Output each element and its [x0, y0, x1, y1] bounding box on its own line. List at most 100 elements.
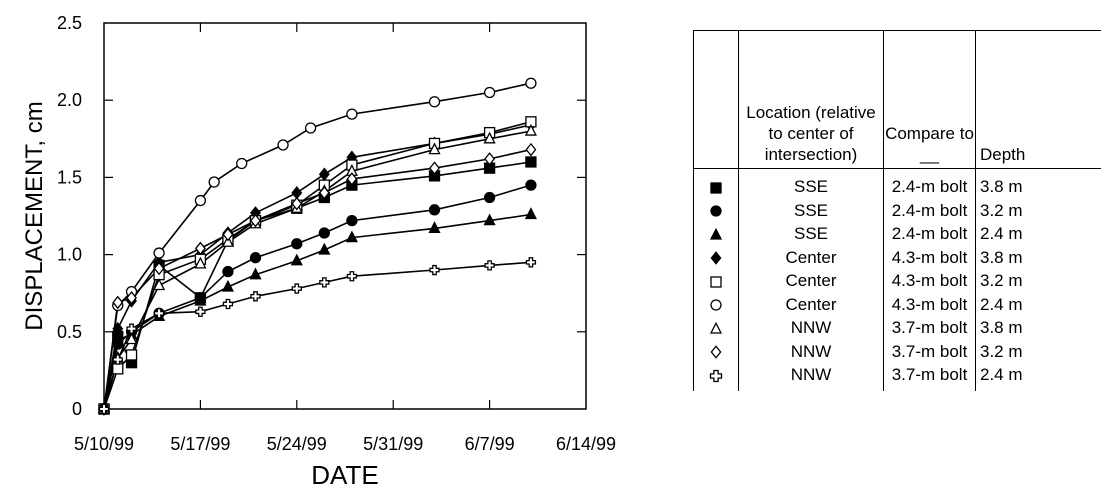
y-tick-label: 2.5 — [57, 13, 82, 33]
y-tick-label: 2.0 — [57, 90, 82, 110]
legend-location: Center — [738, 245, 884, 269]
legend-row: NNW 3.7-m bolt 2.4 m — [693, 363, 1101, 391]
x-tick-label: 5/24/99 — [267, 434, 327, 454]
legend-depth: 3.2 m — [975, 198, 1101, 222]
data-point — [710, 251, 722, 266]
y-tick-label: 1.5 — [57, 167, 82, 187]
legend-compare: 4.3-m bolt — [883, 269, 976, 293]
data-point — [112, 295, 124, 310]
data-point — [524, 207, 537, 220]
legend-symbol — [693, 168, 739, 199]
legend-header-symbol — [693, 30, 739, 169]
legend-depth: 2.4 m — [975, 363, 1101, 391]
plot-frame — [103, 22, 587, 410]
legend-symbol — [693, 292, 739, 316]
x-tick-label: 5/10/99 — [74, 434, 134, 454]
legend-marker-icon — [710, 251, 722, 266]
legend-location: SSE — [738, 198, 884, 222]
legend-row: NNW 3.7-m bolt 3.2 m — [693, 339, 1101, 363]
data-point — [429, 264, 440, 276]
x-tick-label: 5/17/99 — [170, 434, 230, 454]
legend-table: Location (relative to center of intersec… — [693, 30, 1101, 391]
legend-marker-icon — [710, 182, 722, 194]
legend-symbol — [693, 269, 739, 293]
data-point — [710, 276, 722, 288]
series-line — [103, 161, 532, 410]
data-point — [346, 172, 358, 186]
legend-marker-icon — [710, 205, 722, 217]
legend-symbol — [693, 363, 739, 391]
legend-symbol — [693, 316, 739, 340]
legend-location: NNW — [738, 339, 884, 363]
legend-symbol — [693, 339, 739, 363]
data-point — [112, 363, 124, 375]
data-point — [346, 214, 358, 227]
legend-depth: 3.2 m — [975, 269, 1101, 293]
legend-location: SSE — [738, 222, 884, 246]
legend-compare: 4.3-m bolt — [883, 245, 976, 269]
data-point — [112, 354, 123, 365]
data-point — [428, 142, 441, 155]
x-axis-label: DATE — [311, 460, 378, 490]
data-point — [304, 122, 317, 134]
legend-marker-icon — [710, 276, 722, 288]
x-tick-labels: 5/10/99 5/17/99 5/24/99 5/31/99 6/7/99 6/14/9… — [74, 434, 616, 454]
legend-compare: 3.7-m bolt — [883, 363, 976, 391]
data-point — [291, 238, 303, 250]
data-point — [484, 152, 496, 166]
legend-location: Center — [738, 269, 884, 293]
data-point — [125, 332, 138, 345]
legend-row: SSE 2.4-m bolt 3.8 m — [693, 168, 1101, 199]
series-line — [103, 121, 532, 410]
legend-location: NNW — [738, 363, 884, 391]
displacement-chart: 00.51.01.52.02.5 5/10/99 5/17/99 5/24/99 5/… — [21, 13, 616, 490]
legend-depth: 3.8 m — [975, 316, 1101, 340]
data-point — [483, 213, 496, 226]
legend-row: SSE 2.4-m bolt 2.4 m — [693, 222, 1101, 246]
legend-depth: 2.4 m — [975, 292, 1101, 316]
data-point — [194, 293, 207, 306]
data-point — [290, 253, 303, 266]
data-point — [111, 332, 124, 345]
legend-depth: 2.4 m — [975, 222, 1101, 246]
data-point — [153, 261, 165, 276]
y-tick-label: 0.5 — [57, 322, 82, 342]
data-point — [318, 167, 330, 182]
legend-depth: 3.8 m — [975, 245, 1101, 269]
data-point — [194, 194, 207, 207]
legend-row: NNW 3.7-m bolt 3.8 m — [693, 316, 1101, 340]
series-line — [103, 261, 531, 410]
data-point — [222, 227, 234, 242]
data-point — [318, 227, 330, 239]
x-tick-label: 5/31/99 — [363, 434, 423, 454]
legend-location: Center — [738, 292, 884, 316]
data-point — [429, 161, 440, 175]
data-point — [125, 349, 138, 361]
data-point — [525, 142, 537, 157]
data-point — [483, 131, 496, 144]
data-point — [126, 291, 137, 305]
data-point — [483, 191, 496, 204]
legend-symbol — [693, 222, 739, 246]
data-point — [319, 277, 330, 288]
legend-body: SSE 2.4-m bolt 3.8 m SSE 2.4-m bolt 3.2 m SSE 2… — [693, 168, 1101, 391]
legend-row: Center 4.3-m bolt 3.2 m — [693, 269, 1101, 293]
data-point — [710, 299, 722, 311]
legend-symbol — [693, 245, 739, 269]
legend-compare: 3.7-m bolt — [883, 339, 976, 363]
legend-header-row: Location (relative to center of intersec… — [693, 30, 1101, 169]
series-line — [103, 184, 532, 410]
data-point — [98, 403, 110, 415]
data-point — [709, 321, 723, 334]
data-point — [346, 108, 358, 120]
legend-row: Center 4.3-m bolt 3.8 m — [693, 245, 1101, 269]
legend-compare: 2.4-m bolt — [883, 168, 976, 199]
series-lines — [103, 82, 532, 410]
data-point — [710, 182, 722, 194]
y-axis-label: DISPLACEMENT, cm — [21, 101, 48, 330]
legend-header-compare: Compare to __ — [883, 30, 976, 169]
legend-marker-icon — [710, 345, 722, 360]
data-point — [525, 77, 537, 89]
x-tick-label: 6/14/99 — [556, 434, 616, 454]
legend-compare: 2.4-m bolt — [883, 198, 976, 222]
